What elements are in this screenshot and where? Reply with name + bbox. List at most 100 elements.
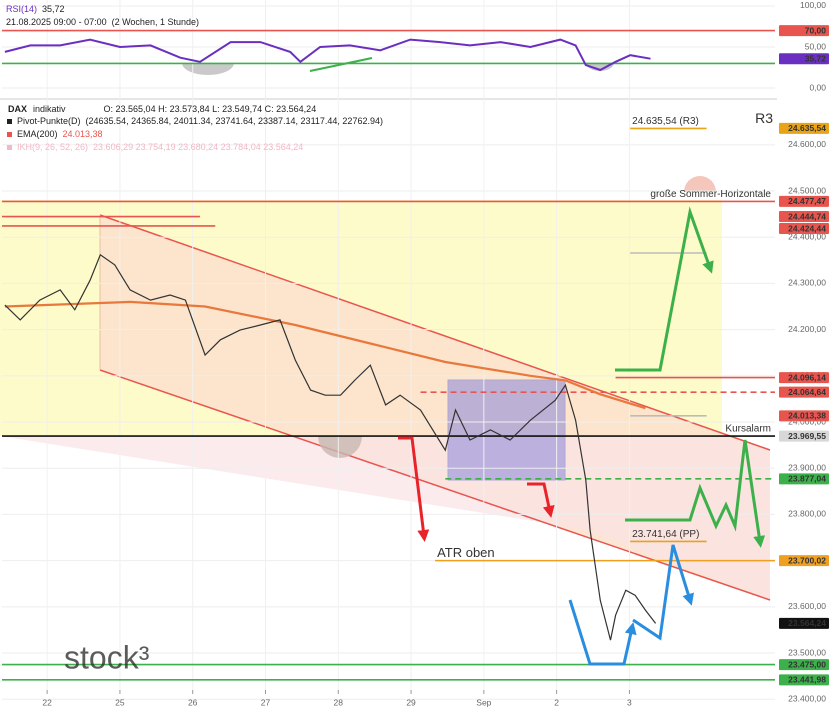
symbol-note: indikativ — [33, 104, 66, 114]
watermark: stock³ — [64, 639, 150, 675]
indicator-row: EMA(200) 24.013,38 — [17, 129, 103, 139]
half-circle — [684, 176, 716, 192]
channel-bottom — [99, 369, 771, 601]
price-box-label: 24.013,38 — [788, 411, 826, 421]
price-box-label: 70,00 — [805, 25, 827, 35]
rsi-header: 21.08.2025 09:00 - 07:00 (2 Wochen, 1 Stu… — [6, 17, 199, 27]
arrow — [398, 436, 430, 542]
indicator-value: (24635.54, 24365.84, 24011.34, 23741.64,… — [86, 116, 383, 126]
channel-top — [99, 214, 771, 451]
indicator-value: 35,72 — [42, 4, 65, 14]
price-box — [779, 617, 829, 629]
x-tick-label: 28 — [334, 697, 344, 707]
indicator-value: 24.013,38 — [63, 129, 103, 139]
indicator-row: Pivot-Punkte(D) (24635.54, 24365.84, 2401… — [17, 116, 383, 126]
ema-line — [4, 300, 646, 410]
symbol: DAX — [8, 104, 27, 114]
levels — [2, 29, 775, 681]
price-box-label: 24.635,54 — [788, 123, 826, 133]
y-tick-label: 23.400,00 — [788, 693, 826, 703]
half-circle — [318, 436, 362, 458]
y-tick-label: 23.900,00 — [788, 462, 826, 472]
x-tick-label: 29 — [406, 697, 416, 707]
price-box-label: 23.969,55 — [788, 431, 826, 441]
price-box-label: 24.096,14 — [788, 372, 826, 382]
price-box — [779, 195, 829, 207]
price-box-label: 24.064,64 — [788, 387, 826, 397]
period: (2 Wochen, 1 Stunde) — [112, 17, 199, 27]
arrow — [625, 439, 766, 548]
y-tick-label: 100,00 — [800, 0, 826, 10]
price-box-label: 35,72 — [805, 53, 827, 63]
half-circle — [182, 63, 234, 75]
arrow — [568, 599, 637, 666]
indicator-icon — [7, 119, 12, 124]
price-box — [779, 223, 829, 235]
price-box-label: 23.441,98 — [788, 675, 826, 685]
price-box — [779, 659, 829, 671]
price-box — [779, 122, 829, 134]
level-text: Kursalarm — [725, 424, 771, 435]
price-box-label: 24.477,47 — [788, 196, 826, 206]
price-box-label: 23.475,00 — [788, 659, 826, 669]
price-box-label: 23.877,04 — [788, 474, 826, 484]
x-tick-label: 25 — [115, 697, 125, 707]
price-box-label: 23.564,24 — [788, 618, 826, 628]
y-tick-label: 23.500,00 — [788, 647, 826, 657]
price-box — [779, 211, 829, 223]
level-text: ATR oben — [437, 545, 495, 560]
indicator-name: RSI(14) — [6, 4, 37, 14]
price-box — [779, 372, 829, 384]
indicator-value: 23.606,29 23.754,19 23.680,24 23.784,04 … — [93, 142, 303, 152]
price-box — [779, 410, 829, 422]
arrows — [309, 57, 766, 666]
price-boxes: 70,00 35,72 24.635,54 24.477,47 24.444,74 24.… — [779, 25, 829, 686]
y-tick-label: 24.600,00 — [788, 139, 826, 149]
arrow — [527, 482, 555, 518]
indicator-icon — [7, 132, 12, 137]
y-tick-label: 24.400,00 — [788, 231, 826, 241]
y-tick-label: 23.600,00 — [788, 601, 826, 611]
y-tick-label: 24.300,00 — [788, 278, 826, 288]
main-header: DAX indikativ O: 23.565,04 H: 23.573,84 L:… — [8, 104, 316, 114]
y-tick-label: 50,00 — [805, 41, 827, 51]
trend-line — [309, 57, 373, 72]
series — [4, 38, 657, 641]
rsi-header: RSI(14) 35,72 — [6, 4, 65, 14]
price-box-label: 23.700,02 — [788, 555, 826, 565]
indicator-icon — [7, 145, 12, 150]
level-text: große Sommer-Horizontale — [650, 189, 771, 200]
pink-zone — [0, 436, 770, 600]
indicator-name: IKH(9, 26, 52, 26) — [17, 142, 88, 152]
y-tick-label: 24.200,00 — [788, 324, 826, 334]
price-box — [779, 430, 829, 442]
x-tick-label: 3 — [627, 697, 632, 707]
price-box — [779, 386, 829, 398]
price-box — [779, 555, 829, 567]
price-box-label: 24.424,44 — [788, 223, 826, 233]
level-tag: R3 — [755, 110, 773, 126]
timestamp: 21.08.2025 09:00 - 07:00 — [6, 17, 107, 27]
price-box — [779, 53, 829, 65]
consolidation-box — [447, 379, 566, 481]
ohlc: O: 23.565,04 H: 23.573,84 L: 23.549,74 C… — [104, 104, 317, 114]
price-box — [779, 674, 829, 686]
arrow — [632, 544, 694, 641]
x-tick-label: 2 — [554, 697, 559, 707]
indicator-row: IKH(9, 26, 52, 26) 23.606,29 23.754,19 23… — [17, 142, 303, 152]
level-text: 23.741,64 (PP) — [632, 529, 699, 540]
level-text: 24.635,54 (R3) — [632, 116, 699, 127]
labels: RSI(14) 35,72 21.08.2025 09:00 - 07:00 (2 … — [6, 4, 773, 675]
y-tick-label: 23.800,00 — [788, 509, 826, 519]
price-box-label: 24.444,74 — [788, 211, 826, 221]
x-tick-label: 27 — [261, 697, 271, 707]
indicator-name: Pivot-Punkte(D) — [17, 116, 81, 126]
price-box — [779, 473, 829, 485]
arrow — [615, 206, 714, 372]
x-tick-label: Sep — [476, 697, 491, 707]
x-tick-label: 26 — [188, 697, 198, 707]
y-tick-label: 24.500,00 — [788, 185, 826, 195]
